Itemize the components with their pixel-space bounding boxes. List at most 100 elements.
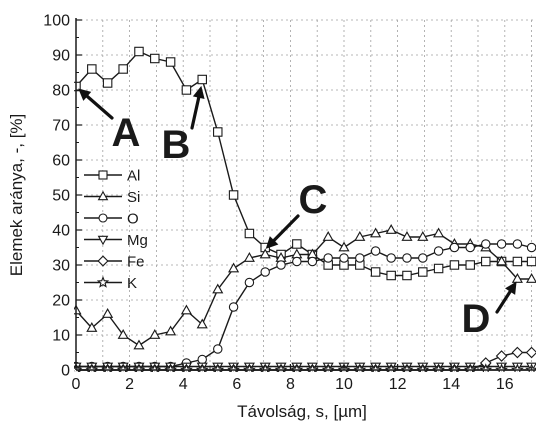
data-point-si (165, 325, 177, 336)
data-point-al (87, 64, 97, 74)
annotation-label: B (162, 123, 191, 167)
annotation-label: A (112, 111, 141, 155)
data-point-si (496, 255, 508, 266)
x-tick-label: 10 (335, 376, 353, 393)
x-axis-title: Távolság, s, [µm] (237, 402, 367, 421)
data-point-al (102, 78, 113, 88)
legend-label: Mg (127, 232, 148, 249)
legend-item-fe: Fe (84, 254, 145, 271)
data-point-o (292, 256, 302, 267)
y-tick-label: 30 (52, 258, 70, 275)
data-point-si (196, 318, 208, 329)
series-al (74, 46, 536, 281)
annotation-d: D (462, 281, 517, 341)
data-point-al (433, 263, 444, 274)
data-point-al (165, 57, 176, 67)
annotation-arrow-shaft (269, 214, 300, 245)
data-point-fe (495, 350, 508, 362)
data-point-o (402, 253, 412, 263)
legend: Al Si O Mg Fe K (84, 168, 148, 292)
data-point-al (134, 46, 144, 57)
data-point-al (150, 53, 160, 64)
data-point-si (417, 231, 429, 241)
annotation-arrow-shaft (190, 92, 202, 130)
data-point-o (244, 277, 255, 288)
x-tick-label: 6 (232, 376, 241, 393)
data-point-si (322, 231, 334, 241)
legend-label: Si (127, 189, 140, 206)
annotation-label: D (462, 297, 491, 341)
y-tick-label: 60 (52, 153, 70, 170)
data-point-si (526, 273, 536, 283)
data-point-o (465, 242, 475, 253)
y-tick-label: 50 (52, 188, 70, 205)
data-point-si (338, 241, 350, 252)
annotation-arrow-head (192, 85, 205, 99)
data-point-si (102, 308, 114, 318)
data-point-si (86, 322, 98, 332)
data-point-al (512, 256, 523, 267)
grid (76, 19, 536, 370)
data-point-o (323, 253, 333, 263)
annotation-arrow-shaft (495, 286, 514, 314)
legend-marker-si (97, 190, 109, 201)
data-point-si (433, 227, 445, 238)
data-point-o (370, 246, 381, 256)
legend-marker-o (98, 213, 108, 223)
data-point-o (355, 253, 365, 263)
data-point-al (449, 260, 460, 270)
data-point-al (386, 270, 396, 281)
data-point-al (197, 74, 207, 85)
y-tick-label: 100 (43, 13, 70, 30)
series-line-fe (76, 351, 532, 371)
y-axis-title: Elemek aránya, -, [%] (7, 114, 26, 277)
data-point-si (291, 248, 303, 259)
data-point-al (418, 267, 428, 277)
data-point-o (197, 354, 207, 365)
y-tick-label: 70 (52, 118, 70, 135)
data-point-al (244, 228, 255, 239)
data-point-si (259, 248, 271, 259)
y-tick-label: 40 (52, 223, 70, 240)
data-point-o (481, 239, 491, 249)
legend-item-al: Al (84, 168, 140, 185)
data-point-si (370, 227, 382, 238)
data-point-o (228, 302, 239, 312)
legend-item-k: K (84, 275, 137, 292)
data-point-al (181, 85, 192, 95)
x-tick-label: 4 (179, 376, 188, 393)
data-point-o (526, 242, 536, 253)
legend-marker-k (96, 276, 110, 288)
data-point-si (401, 231, 413, 241)
y-tick-label: 80 (52, 83, 70, 100)
data-point-o (260, 267, 270, 277)
annotation-arrow-shaft (82, 92, 114, 120)
data-point-al (526, 256, 536, 267)
legend-item-si: Si (84, 189, 140, 206)
legend-label: O (127, 211, 139, 228)
data-point-o (213, 344, 223, 354)
annotation-arrow-head (78, 88, 92, 101)
legend-marker-fe (97, 255, 109, 267)
annotation-a: A (78, 88, 140, 155)
data-point-al (465, 260, 475, 270)
x-tick-label: 14 (442, 376, 460, 393)
data-point-si (212, 283, 224, 294)
data-point-al (118, 64, 128, 74)
data-point-o (496, 239, 507, 249)
data-point-si (149, 329, 161, 339)
data-point-si (180, 304, 192, 315)
x-tick-label: 0 (72, 376, 81, 393)
data-point-si (133, 339, 145, 350)
annotation-b: B (162, 85, 205, 167)
series-layer (74, 46, 536, 372)
data-point-si (117, 329, 129, 339)
x-tick-label: 2 (125, 376, 134, 393)
legend-marker-al (98, 170, 108, 180)
data-point-fe (525, 346, 536, 359)
data-point-o (276, 260, 286, 270)
data-point-al (481, 256, 491, 267)
data-point-al (213, 127, 223, 137)
data-point-si (354, 231, 366, 241)
